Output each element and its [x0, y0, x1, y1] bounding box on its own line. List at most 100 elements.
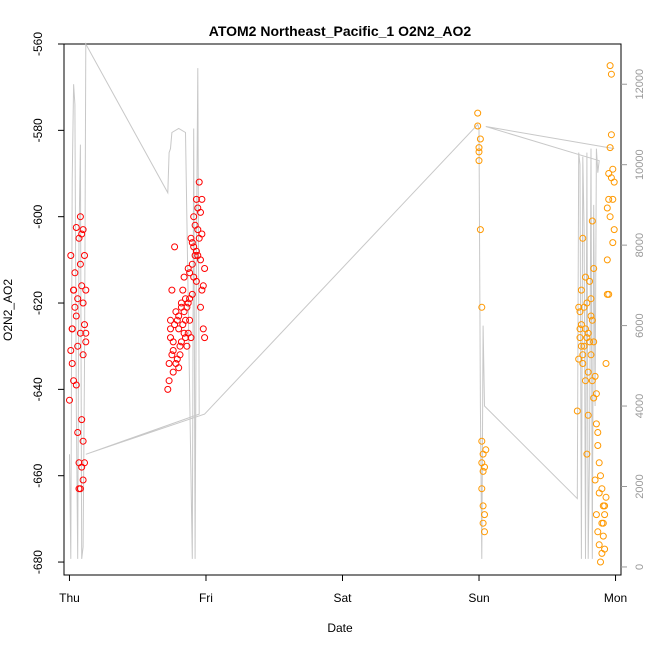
data-point-series-2	[577, 342, 585, 350]
data-point-series-1	[72, 224, 80, 231]
data-point-series-2	[609, 195, 617, 203]
data-point-series-2	[587, 312, 595, 320]
data-point-series-2	[475, 144, 483, 152]
data-point-series-2	[598, 485, 606, 493]
data-point-series-2	[601, 511, 609, 519]
data-point-series-2	[476, 135, 484, 143]
data-point-series-1	[67, 347, 75, 354]
data-point-series-2	[603, 256, 611, 264]
data-point-series-1	[70, 286, 78, 294]
y-tick-label: -620	[31, 291, 45, 315]
data-point-series-1	[188, 260, 196, 268]
data-point-series-1	[176, 342, 184, 350]
data-point-series-1	[167, 316, 174, 324]
data-point-series-1	[179, 286, 187, 294]
data-point-series-2	[478, 485, 486, 493]
data-point-series-2	[579, 234, 587, 242]
data-point-series-1	[74, 295, 82, 303]
y-right-tick-label: 0	[634, 564, 646, 570]
data-point-series-1	[78, 416, 86, 424]
data-point-series-2	[478, 437, 486, 445]
data-point-series-1	[68, 360, 76, 367]
data-point-series-2	[481, 511, 488, 519]
data-point-series-2	[602, 493, 610, 501]
y-right-tick-label: 4000	[634, 394, 646, 418]
data-point-series-2	[606, 62, 614, 70]
x-tick-label: Thu	[59, 591, 80, 605]
data-point-series-2	[579, 360, 587, 367]
data-point-series-1	[182, 316, 189, 324]
data-point-series-1	[68, 325, 76, 333]
data-point-series-1	[201, 265, 209, 272]
data-point-series-2	[588, 377, 596, 385]
data-point-series-1	[184, 299, 192, 307]
x-tick-label: Sat	[333, 591, 352, 605]
data-point-series-2	[598, 519, 606, 527]
data-point-series-2	[479, 502, 487, 510]
data-point-series-1	[190, 273, 198, 281]
y-right-tick-label: 8000	[634, 233, 646, 257]
data-point-series-1	[74, 342, 82, 350]
data-point-series-2	[594, 528, 602, 536]
data-point-series-1	[71, 269, 79, 277]
data-point-series-1	[78, 282, 86, 290]
data-point-series-1	[171, 321, 179, 329]
data-point-series-1	[82, 329, 90, 337]
x-tick-label: Fri	[199, 591, 213, 605]
data-point-series-1	[79, 299, 87, 307]
data-point-series-1	[186, 316, 194, 324]
data-point-series-1	[177, 303, 185, 311]
data-point-series-1	[81, 459, 88, 467]
data-point-series-2	[582, 377, 589, 385]
data-point-series-2	[607, 70, 615, 78]
data-point-series-2	[607, 131, 615, 139]
data-point-series-1	[82, 286, 90, 294]
data-point-series-1	[195, 178, 203, 186]
data-point-series-2	[603, 204, 611, 212]
series-line-right-axis	[69, 42, 615, 559]
data-point-series-2	[597, 558, 604, 566]
data-point-series-1	[197, 303, 204, 311]
data-point-series-1	[191, 221, 199, 229]
data-point-series-2	[590, 338, 598, 346]
y-right-tick-label: 12000	[634, 69, 646, 100]
data-point-series-2	[595, 541, 603, 549]
data-point-series-2	[482, 446, 490, 454]
data-point-series-1	[191, 252, 199, 259]
data-point-series-1	[186, 295, 194, 303]
data-point-series-2	[594, 442, 602, 449]
data-point-series-2	[609, 165, 617, 173]
data-point-series-2	[580, 342, 588, 350]
data-point-series-2	[577, 321, 585, 329]
data-point-series-2	[474, 122, 482, 130]
data-point-series-2	[583, 450, 591, 458]
y-tick-label: -640	[31, 377, 45, 401]
data-point-series-1	[176, 351, 184, 359]
data-point-series-2	[573, 407, 581, 415]
data-point-series-1	[198, 195, 206, 203]
data-point-series-1	[187, 334, 195, 342]
data-point-series-1	[167, 325, 174, 333]
data-point-series-2	[475, 157, 483, 165]
data-point-series-2	[481, 463, 488, 471]
data-point-series-1	[72, 312, 80, 320]
data-point-series-2	[599, 532, 607, 540]
data-point-series-1	[199, 325, 207, 333]
data-point-series-2	[476, 226, 484, 234]
x-tick-label: Mon	[604, 591, 627, 605]
data-point-series-1	[164, 385, 172, 393]
data-point-series-2	[475, 148, 483, 156]
data-point-series-1	[168, 351, 176, 359]
x-tick-label: Sun	[468, 591, 489, 605]
data-point-series-1	[177, 338, 185, 346]
line-layer	[69, 42, 615, 559]
data-point-series-1	[177, 299, 185, 307]
data-point-series-1	[165, 377, 173, 385]
y-axis-label: O2N2_AO2	[1, 279, 15, 341]
data-point-series-2	[609, 239, 617, 247]
data-point-series-1	[186, 269, 194, 277]
data-point-series-1	[75, 234, 83, 242]
data-point-series-2	[575, 355, 583, 363]
y-tick-label: -580	[31, 118, 45, 142]
